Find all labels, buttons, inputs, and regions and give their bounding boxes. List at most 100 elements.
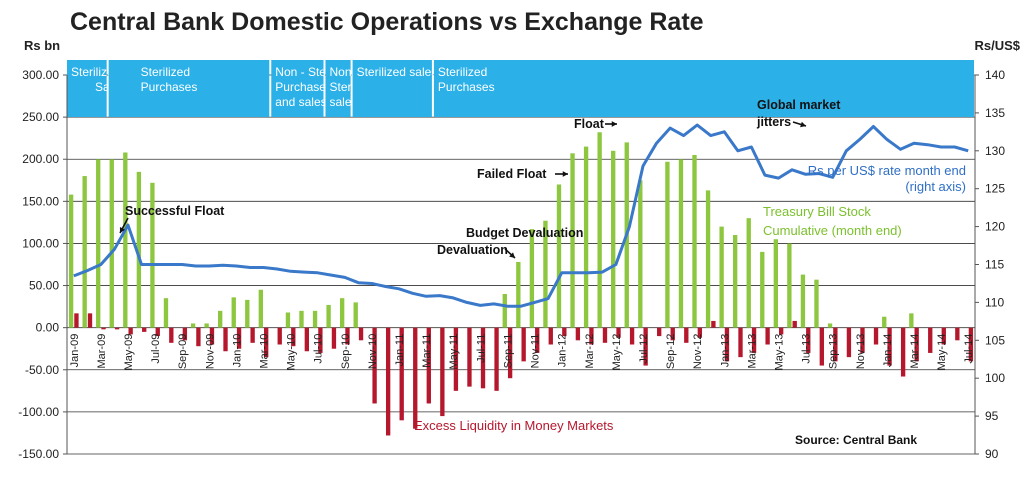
tbill-bar: [150, 182, 155, 328]
liquidity-bar: [955, 327, 960, 341]
tbill-bar: [760, 251, 765, 328]
y-right-tick-label: 140: [985, 68, 1005, 82]
tbill-bar: [136, 171, 142, 328]
annotation-arrowhead: [611, 121, 617, 127]
tbill-bar: [326, 304, 331, 328]
tbill-bar: [353, 302, 358, 328]
y-right-tick-label: 120: [985, 220, 1005, 234]
x-tick-label: May-11: [448, 334, 460, 370]
liquidity-bar: [562, 327, 567, 337]
tbill-bar: [68, 194, 74, 328]
liquidity-bar: [142, 327, 147, 332]
liquidity-bar: [968, 327, 974, 362]
x-tick-label: Nov-10: [367, 334, 379, 369]
liquidity-bar: [792, 320, 797, 328]
regime-band: [325, 60, 351, 117]
regime-band: [271, 60, 324, 117]
tbill-series-label-2: Cumulative (month end): [763, 223, 902, 238]
y-left-tick-label: 300.00: [22, 68, 59, 82]
x-tick-label: Mar-09: [96, 334, 108, 369]
x-tick-label: Jul-09: [150, 334, 162, 364]
source-label: Source: Central Bank: [795, 433, 917, 447]
tbill-bar: [787, 243, 792, 328]
x-tick-label: May-14: [936, 334, 948, 371]
x-tick-label: Mar-10: [259, 334, 271, 369]
liquidity-bar: [873, 327, 879, 345]
tbill-bar: [732, 235, 738, 328]
liquidity-bar: [914, 327, 919, 362]
regime-label: Sterilized Purchases: [141, 65, 198, 94]
liquidity-bar: [413, 327, 418, 429]
y-right-tick-label: 95: [985, 409, 999, 423]
liquidity-bar: [521, 327, 526, 362]
tbill-bar: [746, 218, 751, 328]
x-tick-label: Jan-10: [231, 334, 243, 368]
tbill-series-label: Treasury Bill Stock: [763, 204, 871, 219]
liquidity-bar: [711, 320, 716, 328]
annotation-devaluation: Devaluation: [437, 243, 508, 257]
liquidity-bar: [494, 327, 499, 391]
y-right-tick-label: 110: [985, 295, 1004, 309]
liquidity-bar: [440, 327, 445, 417]
x-tick-label: Mar-13: [746, 334, 758, 369]
liquidity-bar: [846, 327, 852, 358]
x-tick-label: May-13: [773, 334, 785, 371]
liquidity-bar: [399, 327, 404, 421]
liquidity-bar: [264, 327, 269, 358]
x-tick-label: Jul-14: [963, 334, 975, 364]
liquidity-bar: [250, 327, 255, 343]
annotation-float: Float: [574, 117, 605, 131]
tbill-bar: [109, 159, 114, 328]
liquidity-bar: [87, 313, 93, 328]
tbill-bar: [583, 146, 589, 328]
y-right-tick-label: 125: [985, 182, 1005, 196]
liquidity-bar: [236, 327, 242, 349]
regime-band: [67, 60, 107, 117]
liquidity-bar: [724, 327, 730, 362]
tbill-bar: [827, 323, 833, 328]
liquidity-bar: [751, 327, 757, 353]
tbill-bar: [245, 299, 250, 328]
bars: [68, 132, 974, 436]
liquidity-bar: [684, 327, 689, 343]
regime-band: [352, 60, 432, 117]
axes: 300.00 250.00 200.00 150.00 100.00 50.00 0.00 -…: [18, 68, 1005, 461]
chart-title: Central Bank Domestic Operations vs Exch…: [70, 8, 704, 36]
y-left-tick-label: 100.00: [22, 236, 59, 250]
y-left-tick-label: 200.00: [22, 152, 59, 166]
y-left-tick-label: 0.00: [36, 321, 60, 335]
liquidity-bar: [155, 327, 160, 337]
liquidity-bar: [535, 327, 540, 353]
liquidity-bar: [372, 327, 377, 404]
tbill-bar: [773, 239, 778, 328]
regime-band: [433, 60, 974, 117]
liquidity-bar: [806, 327, 811, 353]
annotation-failed-float: Failed Float: [477, 167, 547, 181]
annotation-global-market: Global market: [757, 98, 841, 112]
tbill-bar: [665, 161, 670, 328]
liquidity-bar: [602, 327, 608, 343]
rate-series-label: Rs per US$ rate month end: [808, 163, 966, 178]
liquidity-bar: [291, 327, 296, 347]
tbill-bar: [909, 313, 914, 328]
annotation-arrowhead: [800, 121, 806, 128]
rate-line: [73, 123, 969, 308]
liquidity-bar: [196, 327, 201, 347]
regime-bands: SterilizedSalesSterilizedPurchasesNon - …: [67, 60, 974, 117]
x-tick-label: Nov-13: [855, 334, 867, 369]
liquidity-bar: [548, 327, 553, 345]
tbill-bar: [218, 310, 223, 328]
tbill-bar: [123, 152, 128, 328]
y-right-tick-label: 90: [985, 447, 999, 461]
annotation-jitters: jitters: [756, 115, 791, 129]
liquidity-bar: [304, 327, 310, 352]
x-tick-label: Jul-13: [801, 334, 813, 364]
regime-band: [108, 60, 270, 117]
y-right-tick-label: 115: [985, 258, 1004, 272]
x-tick-label: Jan-12: [557, 334, 569, 368]
x-tick-label: Sep-09: [177, 334, 189, 369]
y-left-tick-label: -100.00: [18, 405, 59, 419]
y-right-tick-label: 100: [985, 371, 1005, 385]
tbill-bar: [597, 132, 602, 328]
